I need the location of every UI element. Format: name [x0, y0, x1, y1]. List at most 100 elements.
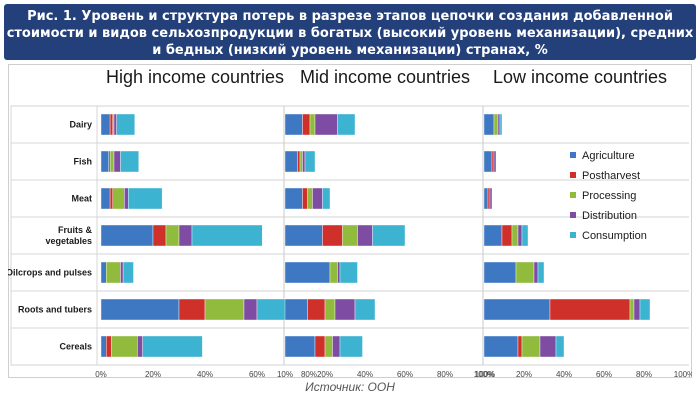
bar-segment-distribution-cereals-low-income-countries — [539, 335, 557, 358]
bar-segment-agriculture-oilcrops-and-pulses-mid-income-countries — [284, 261, 331, 284]
panel-title-mid-income: Mid income countries — [300, 67, 470, 87]
bar-segment-distribution-fruits-vegetables-mid-income-countries — [357, 224, 373, 247]
bar-segment-postharvest-cereals-mid-income-countries — [314, 335, 326, 358]
category-label-oilcrops-and-pulses: Oilcrops and pulses — [8, 268, 92, 278]
bar-segment-postharvest-fish-low-income-countries — [491, 150, 495, 173]
bar-segment-consumption-cereals-low-income-countries — [555, 335, 565, 358]
tick-label-mid-income-countries: 20% — [317, 370, 333, 378]
category-label-line: Fish — [73, 157, 92, 167]
bar-segment-distribution-oilcrops-and-pulses-mid-income-countries — [337, 261, 341, 284]
bar-segment-agriculture-dairy-low-income-countries — [483, 113, 495, 136]
bar-segment-processing-fruits-vegetables-mid-income-countries — [342, 224, 358, 247]
bar-segment-agriculture-meat-mid-income-countries — [284, 187, 303, 210]
bar-segment-agriculture-oilcrops-and-pulses-high-income-countries — [100, 261, 107, 284]
category-label-dairy: Dairy — [69, 120, 92, 130]
bar-segment-processing-meat-mid-income-countries — [307, 187, 313, 210]
bar-segment-processing-oilcrops-and-pulses-low-income-countries — [515, 261, 535, 284]
bar-segment-distribution-fish-high-income-countries — [113, 150, 121, 173]
category-label-line: Roots and tubers — [18, 305, 92, 315]
loss-structure-chart: High income countries Mid income countri… — [6, 64, 694, 379]
legend-swatch-consumption — [570, 232, 576, 238]
bar-segment-postharvest-dairy-high-income-countries — [109, 113, 113, 136]
bar-segment-postharvest-fruits-vegetables-high-income-countries — [152, 224, 167, 247]
legend-swatch-postharvest — [570, 172, 576, 178]
bar-segment-consumption-dairy-mid-income-countries — [337, 113, 356, 136]
bar-segment-processing-roots-and-tubers-high-income-countries — [204, 298, 245, 321]
tick-label-mid-income-countries: 40% — [357, 370, 373, 378]
category-cell — [10, 253, 98, 292]
bar-segment-postharvest-roots-and-tubers-low-income-countries — [549, 298, 631, 321]
bar-segment-distribution-oilcrops-and-pulses-high-income-countries — [120, 261, 124, 284]
bar-segment-postharvest-fruits-vegetables-low-income-countries — [501, 224, 513, 247]
bar-segment-agriculture-fish-mid-income-countries — [284, 150, 298, 173]
legend-swatch-processing — [570, 192, 576, 198]
bar-segment-agriculture-cereals-low-income-countries — [483, 335, 519, 358]
bar-segment-distribution-cereals-mid-income-countries — [332, 335, 341, 358]
bar-segment-consumption-roots-and-tubers-low-income-countries — [639, 298, 651, 321]
category-label-line: Cereals — [59, 342, 92, 352]
source-note: Источник: ООН — [305, 380, 395, 394]
legend: Agriculture Postharvest Processing Distribu… — [570, 150, 647, 242]
bar-segment-consumption-cereals-high-income-countries — [142, 335, 203, 358]
bar-segment-agriculture-fish-low-income-countries — [483, 150, 493, 173]
bar-segment-consumption-oilcrops-and-pulses-high-income-countries — [122, 261, 134, 284]
bar-segment-distribution-dairy-mid-income-countries — [314, 113, 338, 136]
bar-segment-agriculture-fish-high-income-countries — [100, 150, 110, 173]
category-label-fish: Fish — [73, 157, 92, 167]
category-cell — [10, 290, 98, 329]
category-label-meat: Meat — [71, 194, 92, 204]
bar-segment-postharvest-roots-and-tubers-high-income-countries — [178, 298, 206, 321]
bar-segment-consumption-dairy-low-income-countries — [499, 113, 503, 136]
panel-title-high-income: High income countries — [106, 67, 284, 87]
bar-segment-distribution-oilcrops-and-pulses-low-income-countries — [533, 261, 539, 284]
bar-segment-distribution-fish-low-income-countries — [493, 150, 497, 173]
bar-segment-processing-cereals-high-income-countries — [111, 335, 138, 358]
bar-segment-postharvest-roots-and-tubers-mid-income-countries — [307, 298, 326, 321]
bar-segment-distribution-meat-high-income-countries — [124, 187, 129, 210]
bar-segment-distribution-fruits-vegetables-low-income-countries — [517, 224, 523, 247]
category-cell — [10, 105, 98, 144]
bar-segment-distribution-roots-and-tubers-mid-income-countries — [334, 298, 356, 321]
bar-segment-agriculture-meat-high-income-countries — [100, 187, 111, 210]
tick-label-high-income-countries: 20% — [145, 370, 161, 378]
bar-segment-processing-dairy-mid-income-countries — [309, 113, 316, 136]
bar-segment-distribution-roots-and-tubers-low-income-countries — [633, 298, 641, 321]
bar-segment-agriculture-fruits-vegetables-mid-income-countries — [284, 224, 323, 247]
category-label-line: vegetables — [45, 236, 92, 246]
bar-segment-consumption-oilcrops-and-pulses-mid-income-countries — [339, 261, 358, 284]
tick-label-mid-income-countries: 100% — [475, 370, 495, 378]
bar-segment-consumption-meat-mid-income-countries — [322, 187, 331, 210]
figure-title: Рис. 1. Уровень и структура потерь в раз… — [6, 9, 694, 58]
bar-segment-consumption-fruits-vegetables-low-income-countries — [521, 224, 529, 247]
bar-segment-processing-roots-and-tubers-mid-income-countries — [324, 298, 336, 321]
legend-swatch-distribution — [570, 212, 576, 218]
bar-segment-postharvest-dairy-mid-income-countries — [302, 113, 311, 136]
bar-segment-consumption-dairy-high-income-countries — [116, 113, 135, 136]
category-cell — [10, 179, 98, 218]
chart-frame: High income countries Mid income countri… — [6, 64, 694, 379]
bar-segment-postharvest-meat-high-income-countries — [109, 187, 113, 210]
plot-area: Dairy Fish Meat Fruits & vegetables Oilcrops … — [6, 105, 694, 379]
bar-segment-consumption-fruits-vegetables-high-income-countries — [191, 224, 263, 247]
bar-segment-consumption-fish-mid-income-countries — [304, 150, 316, 173]
tick-label-mid-income-countries: 10% — [277, 370, 293, 378]
bar-segment-agriculture-roots-and-tubers-mid-income-countries — [284, 298, 308, 321]
tick-label-low-income-countries: 100% — [674, 370, 692, 378]
bar-segment-distribution-meat-mid-income-countries — [312, 187, 323, 210]
bar-segment-distribution-meat-low-income-countries — [489, 187, 493, 210]
bar-segment-processing-cereals-low-income-countries — [521, 335, 541, 358]
bar-segment-postharvest-meat-low-income-countries — [487, 187, 491, 210]
bar-segment-processing-roots-and-tubers-low-income-countries — [629, 298, 635, 321]
category-label-line: Meat — [71, 194, 92, 204]
bar-segment-agriculture-fruits-vegetables-high-income-countries — [100, 224, 154, 247]
legend-label-postharvest: Postharvest — [582, 170, 640, 182]
bar-segment-agriculture-fruits-vegetables-low-income-countries — [483, 224, 503, 247]
bar-segment-agriculture-meat-low-income-countries — [483, 187, 489, 210]
tick-label-low-income-countries: 60% — [596, 370, 612, 378]
legend-label-agriculture: Agriculture — [582, 150, 635, 162]
legend-swatch-agriculture — [570, 152, 576, 158]
bar-segment-postharvest-fish-mid-income-countries — [297, 150, 301, 173]
bar-segment-consumption-oilcrops-and-pulses-low-income-countries — [537, 261, 545, 284]
bar-segment-agriculture-oilcrops-and-pulses-low-income-countries — [483, 261, 517, 284]
bar-segment-distribution-fruits-vegetables-high-income-countries — [178, 224, 193, 247]
